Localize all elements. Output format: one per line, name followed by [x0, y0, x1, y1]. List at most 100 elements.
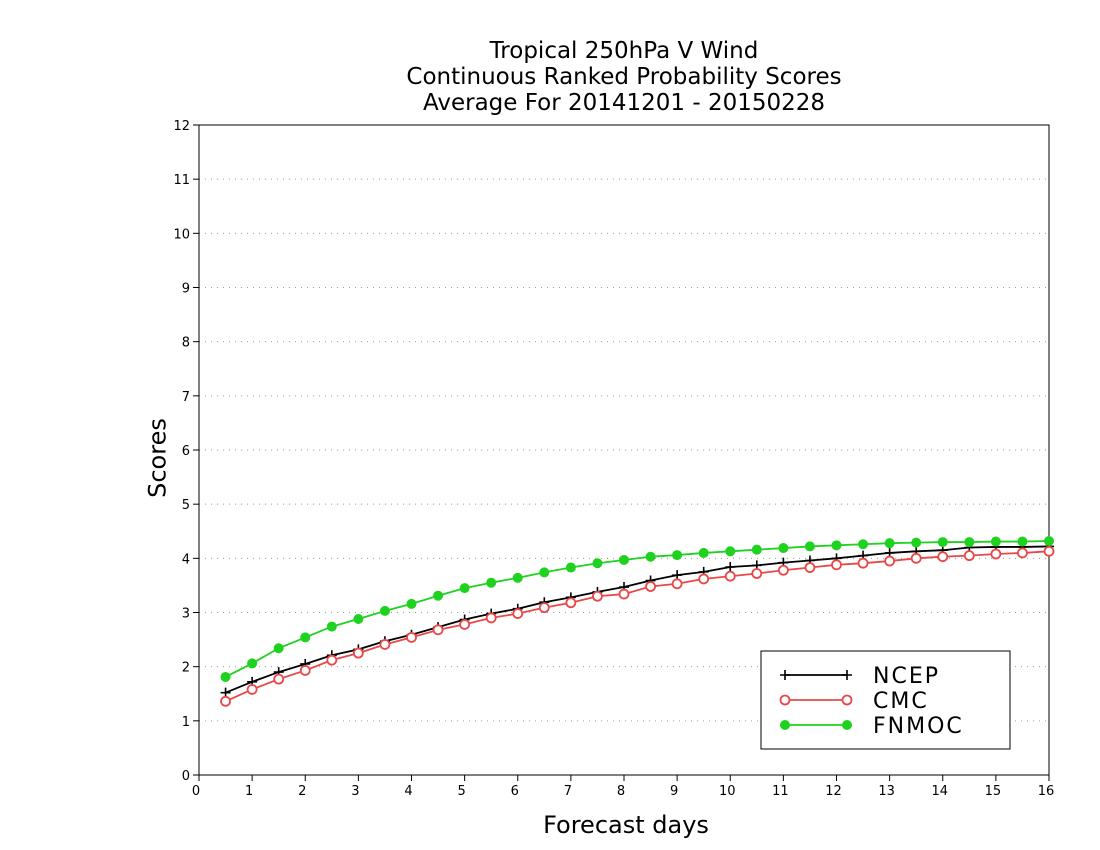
y-tick-label: 4 [182, 552, 190, 567]
data-point [645, 551, 656, 562]
data-point [963, 550, 975, 562]
legend-item-cmc: CMC [779, 689, 929, 714]
data-point [778, 543, 789, 554]
data-point [911, 537, 922, 548]
data-point [247, 658, 258, 669]
y-tick-label: 1 [182, 715, 190, 730]
data-point [592, 590, 603, 602]
x-tick-label: 5 [457, 784, 465, 799]
data-point [841, 694, 853, 706]
data-point [858, 539, 869, 550]
data-point [220, 695, 231, 707]
data-point [1017, 547, 1028, 559]
x-tick-label: 14 [931, 784, 948, 799]
x-tick-label: 4 [404, 784, 412, 799]
data-point [831, 540, 842, 551]
data-point [779, 694, 791, 706]
data-point [486, 577, 497, 588]
data-point [857, 557, 869, 569]
series-layer [220, 536, 1055, 707]
data-point [565, 597, 577, 609]
x-axis-label: Forecast days [543, 811, 709, 839]
data-point [1043, 545, 1055, 557]
data-point [300, 632, 311, 643]
data-point [273, 673, 285, 685]
data-point [433, 590, 444, 601]
data-point [459, 583, 470, 594]
data-point [725, 546, 736, 557]
data-point [777, 564, 789, 576]
series-cmc [220, 545, 1055, 707]
data-point [406, 632, 417, 643]
y-tick-label: 0 [182, 769, 190, 784]
data-point [352, 647, 364, 659]
data-point [937, 537, 948, 548]
series-fnmoc [220, 536, 1054, 682]
y-tick-label: 9 [182, 282, 190, 297]
data-point [804, 541, 815, 552]
data-point [246, 684, 258, 695]
data-point [751, 568, 763, 579]
data-point [619, 554, 629, 565]
data-point [842, 670, 852, 680]
data-point [910, 552, 922, 564]
y-tick-label: 6 [182, 444, 190, 459]
data-point [937, 551, 949, 563]
x-tick-label: 8 [617, 784, 625, 799]
legend-label: NCEP [873, 664, 940, 689]
data-point [884, 555, 896, 567]
data-point [884, 538, 895, 549]
y-tick-label: 3 [182, 607, 190, 622]
data-point [459, 619, 471, 630]
y-tick-label: 7 [182, 390, 190, 405]
data-point [672, 550, 683, 561]
legend-label: CMC [873, 689, 929, 714]
data-point [780, 670, 790, 680]
title-line: Tropical 250hPa V Wind [489, 38, 759, 64]
y-tick-label: 11 [173, 173, 190, 188]
x-tick-label: 2 [298, 784, 306, 799]
data-point [831, 559, 842, 571]
y-tick-label: 10 [173, 227, 190, 242]
y-axis-label: Scores [143, 418, 171, 498]
x-tick-label: 11 [772, 784, 789, 799]
y-tick-label: 12 [173, 119, 190, 134]
data-point [326, 621, 337, 632]
data-point [379, 639, 391, 650]
data-point [379, 605, 390, 616]
data-point [592, 558, 603, 569]
data-point [220, 671, 231, 682]
data-point [326, 654, 338, 666]
data-point [299, 665, 311, 676]
data-point [780, 720, 790, 730]
x-tick-label: 12 [825, 784, 842, 799]
data-point [273, 643, 284, 654]
data-point [698, 573, 710, 585]
data-point [512, 572, 523, 583]
legend-item-ncep: NCEP [780, 664, 940, 689]
data-point [990, 548, 1002, 560]
legend-item-fnmoc: FNMOC [780, 714, 964, 739]
legend-label: FNMOC [873, 714, 964, 739]
x-tick-label: 10 [719, 784, 736, 799]
x-tick-label: 6 [511, 784, 519, 799]
data-point [1017, 536, 1028, 547]
data-point [538, 602, 550, 614]
data-point [698, 547, 709, 558]
gridlines [199, 124, 1049, 722]
y-tick-label: 8 [182, 336, 190, 351]
data-point [539, 567, 550, 578]
y-tick-label: 5 [182, 498, 190, 513]
data-point [645, 581, 656, 592]
data-point [432, 624, 444, 636]
x-tick-label: 9 [670, 784, 678, 799]
data-point [618, 588, 630, 600]
data-point [353, 614, 364, 624]
title-line: Average For 20141201 - 20150228 [423, 90, 825, 116]
data-point [724, 570, 736, 582]
data-point [964, 537, 975, 548]
x-tick-label: 0 [192, 784, 200, 799]
